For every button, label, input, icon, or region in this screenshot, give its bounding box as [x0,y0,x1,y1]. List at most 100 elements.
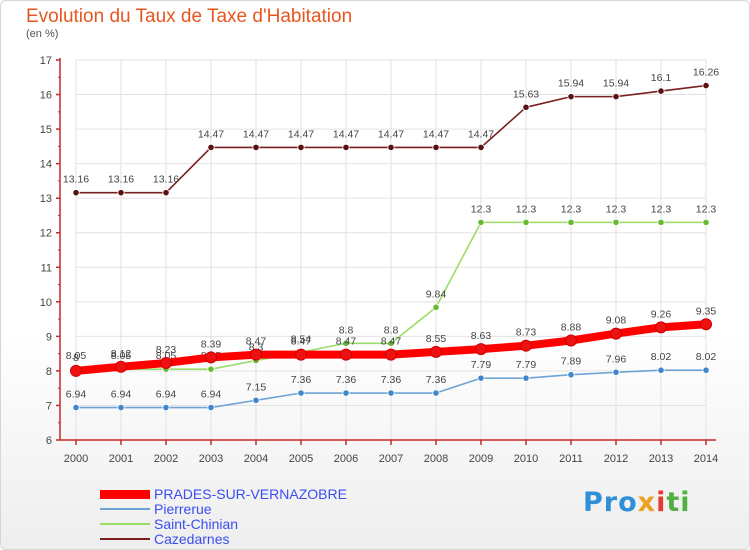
data-point [567,371,575,379]
x-tick-label: 2004 [244,453,268,465]
chart-subtitle: (en %) [26,28,59,40]
data-point [657,366,665,374]
data-point [432,303,440,311]
series-pierrerue: 6.94 6.94 6.94 6.94 7.15 7.36 7.36 7.36 7.36 7.79… [66,351,716,412]
logo-part: ti [666,487,691,518]
data-label: 16.1 [651,72,672,84]
data-point [567,218,575,226]
data-label: 9.08 [606,315,627,327]
data-label: 6.94 [111,389,132,401]
data-point [387,339,395,347]
data-label: 7.79 [471,359,492,371]
data-point [207,365,215,373]
data-label: 8.88 [561,322,582,334]
data-label: 14.47 [378,128,404,140]
logo-part: x [637,487,657,518]
data-point [162,189,170,197]
data-label: 14.47 [288,128,314,140]
data-point [295,348,307,361]
data-point [162,403,170,412]
x-tick-label: 2000 [64,453,88,465]
data-label: 7.36 [336,374,357,386]
data-point [655,321,667,334]
data-label: 12.3 [471,203,492,215]
x-tick-label: 2013 [649,453,673,465]
data-label: 13.16 [63,174,89,186]
data-point [612,93,620,101]
data-point [117,189,125,197]
data-point [475,343,487,356]
data-point [252,396,260,404]
x-tick-label: 2014 [694,453,718,465]
data-label: 15.94 [603,78,629,90]
y-tick-label: 13 [40,193,52,205]
logo-part: i [656,487,667,518]
data-point [565,334,577,347]
data-point [160,356,172,369]
x-tick-label: 2005 [289,453,313,465]
data-point [432,389,440,397]
data-point [205,351,217,364]
data-label: 8.8 [339,324,354,336]
data-label: 8.02 [651,351,672,363]
data-label: 14.47 [198,128,224,140]
data-label: 9.35 [696,305,717,317]
data-point [385,348,397,361]
legend-swatch [100,489,150,499]
data-label: 14.47 [423,128,449,140]
data-point [702,81,710,90]
x-tick-label: 2001 [109,453,133,465]
data-point [72,189,80,197]
data-point [522,103,530,111]
data-point [612,368,620,376]
data-point [72,403,80,412]
y-tick-label: 11 [41,262,52,274]
data-label: 7.36 [291,374,312,386]
data-point [207,143,215,151]
data-label: 7.15 [246,381,267,393]
data-point [207,403,215,412]
data-label: 15.94 [558,78,584,90]
data-label: 16.26 [693,67,719,79]
data-point [387,143,395,151]
legend-swatch [100,508,150,510]
data-point [520,339,532,352]
y-tick-label: 7 [46,400,52,412]
data-point [342,339,350,347]
data-point [522,218,530,226]
data-point [115,360,127,373]
data-label: 6.94 [66,389,87,401]
data-label: 8.23 [156,344,177,356]
data-label: 7.96 [606,353,627,365]
y-tick-label: 8 [46,366,52,378]
y-tick-label: 12 [40,228,52,240]
data-label: 9.26 [651,308,672,320]
data-label: 8.63 [471,330,492,342]
x-tick-label: 2003 [199,453,223,465]
data-point [700,318,712,331]
data-label: 7.36 [381,374,402,386]
data-point [612,218,620,226]
y-tick-label: 9 [46,331,52,343]
data-label: 12.3 [516,203,537,215]
data-point [432,143,440,151]
data-label: 12.3 [606,203,627,215]
data-label: 7.89 [561,356,582,368]
data-label: 14.47 [468,128,494,140]
legend-label: Saint-Chinian [154,516,239,532]
data-label: 8 [73,352,79,364]
data-point [657,87,665,95]
data-point [477,218,485,226]
x-tick-label: 2012 [604,453,628,465]
data-point [252,143,260,151]
data-label: 7.36 [426,374,447,386]
y-tick-label: 15 [40,124,52,136]
x-tick-label: 2008 [424,453,448,465]
y-tick-label: 17 [40,55,52,67]
data-label: 14.47 [333,128,359,140]
y-tick-label: 10 [40,297,52,309]
data-label: 8.05 [111,350,132,362]
data-label: 9.84 [426,288,447,300]
